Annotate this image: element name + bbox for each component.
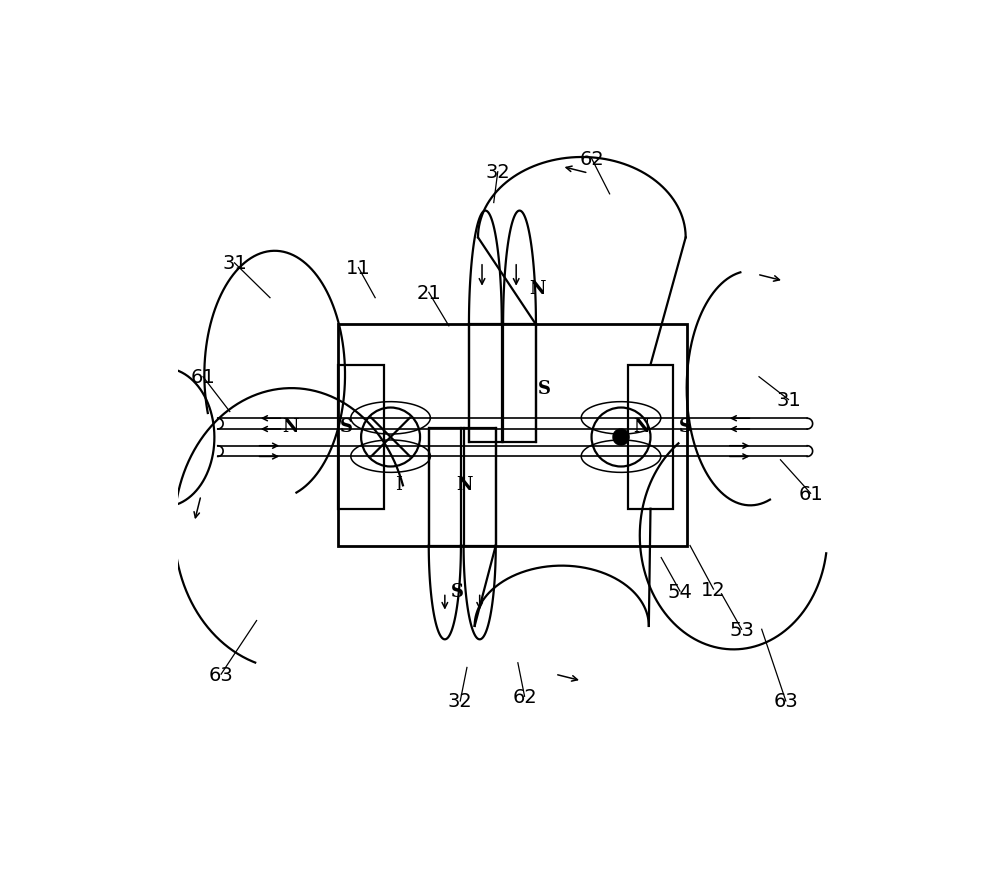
Text: 62: 62: [512, 687, 537, 706]
Text: 31: 31: [222, 254, 247, 273]
Text: N: N: [634, 418, 650, 435]
Text: 54: 54: [668, 582, 692, 600]
Text: S: S: [537, 380, 550, 398]
Text: 31: 31: [776, 390, 801, 409]
Text: S: S: [340, 418, 353, 435]
Text: 53: 53: [729, 620, 754, 639]
Text: 61: 61: [191, 368, 215, 387]
Bar: [338, 365, 384, 509]
Bar: [338, 325, 687, 546]
Text: 12: 12: [701, 580, 726, 599]
Text: 21: 21: [416, 283, 441, 302]
Text: N: N: [456, 475, 473, 494]
Text: 61: 61: [798, 484, 823, 503]
Text: N: N: [282, 418, 298, 435]
Circle shape: [613, 429, 629, 446]
Bar: [628, 365, 673, 509]
Text: I: I: [395, 475, 402, 494]
Text: 32: 32: [485, 163, 510, 182]
Text: S: S: [451, 582, 464, 600]
Text: 63: 63: [209, 665, 233, 684]
Text: 62: 62: [579, 149, 604, 169]
Bar: [429, 428, 496, 546]
Text: N: N: [530, 279, 546, 297]
Text: 11: 11: [346, 259, 371, 278]
Text: 32: 32: [448, 692, 473, 711]
Bar: [469, 325, 536, 442]
Text: 63: 63: [773, 692, 798, 711]
Text: S: S: [679, 418, 692, 435]
